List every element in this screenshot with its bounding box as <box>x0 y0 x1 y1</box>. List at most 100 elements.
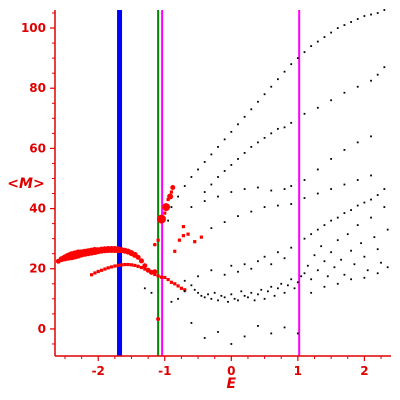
data-point <box>170 300 173 303</box>
data-point <box>138 258 144 264</box>
data-point <box>116 263 120 268</box>
data-point <box>217 299 219 302</box>
data-point <box>350 209 352 211</box>
data-point <box>217 195 219 198</box>
data-point <box>283 257 286 260</box>
data-point <box>330 251 333 254</box>
data-point <box>370 198 372 201</box>
data-point <box>143 287 146 290</box>
data-point <box>290 278 293 281</box>
data-point <box>183 185 186 187</box>
data-point <box>210 227 213 230</box>
data-point <box>197 291 199 294</box>
data-point <box>210 269 213 272</box>
data-point <box>163 275 167 280</box>
data-point <box>363 201 366 204</box>
x-tick-label: -2 <box>92 364 105 378</box>
data-point <box>363 255 366 258</box>
data-point <box>170 185 176 191</box>
data-point <box>323 285 326 288</box>
data-point <box>283 326 286 329</box>
data-point <box>350 249 352 252</box>
data-point <box>162 203 171 212</box>
data-point <box>203 337 206 339</box>
data-point <box>326 275 329 278</box>
data-point <box>153 272 157 277</box>
data-point <box>306 264 309 267</box>
data-point <box>113 264 117 268</box>
data-point <box>263 206 266 208</box>
data-point <box>383 9 386 11</box>
data-point <box>207 293 209 296</box>
data-point <box>383 206 386 208</box>
y-axis-ticks: 0 20 40 60 80 100 <box>21 12 55 345</box>
data-point <box>283 188 286 190</box>
data-point <box>237 123 239 126</box>
data-point <box>203 161 206 163</box>
data-point <box>217 331 219 333</box>
data-point <box>386 266 389 269</box>
y-tick-label: 40 <box>29 202 46 216</box>
data-point <box>257 293 259 296</box>
data-point <box>227 300 229 303</box>
data-point <box>176 284 180 288</box>
data-point <box>230 264 233 267</box>
data-point <box>370 216 372 219</box>
data-point <box>179 286 184 290</box>
data-point <box>173 249 177 253</box>
data-point <box>230 343 233 345</box>
data-point <box>230 164 233 166</box>
data-point <box>150 291 153 294</box>
data-point <box>223 296 226 299</box>
data-point <box>200 294 203 297</box>
data-point <box>283 291 286 294</box>
data-point <box>356 224 359 227</box>
data-point <box>177 297 179 300</box>
data-point <box>243 335 246 338</box>
data-point <box>223 221 226 224</box>
data-point <box>270 332 273 335</box>
data-point <box>136 264 140 268</box>
data-point <box>336 239 339 242</box>
data-point <box>156 316 161 321</box>
data-point <box>213 291 216 294</box>
data-point <box>363 15 366 17</box>
data-point <box>233 297 236 300</box>
data-point <box>243 188 246 190</box>
y-tick-label: 80 <box>29 81 46 95</box>
data-point <box>220 294 223 297</box>
data-point <box>303 197 306 199</box>
data-point <box>380 261 382 264</box>
data-point <box>303 112 306 115</box>
data-point <box>376 248 379 251</box>
data-point <box>197 168 199 171</box>
data-point <box>250 145 253 148</box>
series-black-dots <box>143 9 389 345</box>
data-point <box>119 263 124 267</box>
data-point <box>139 265 144 270</box>
data-point <box>270 285 273 288</box>
data-point <box>290 246 293 249</box>
data-point <box>343 212 346 214</box>
data-point <box>237 158 239 160</box>
data-point <box>149 271 154 275</box>
data-point <box>240 290 243 293</box>
data-point <box>343 149 346 151</box>
data-point <box>170 206 173 208</box>
data-point <box>190 176 193 178</box>
data-point <box>376 194 379 196</box>
data-point <box>370 174 372 177</box>
x-tick-label: 2 <box>360 364 368 378</box>
data-point <box>257 260 259 263</box>
data-point <box>340 258 342 261</box>
data-point <box>376 73 379 76</box>
data-point <box>296 57 299 60</box>
data-point <box>296 281 299 284</box>
data-point <box>323 224 326 227</box>
data-point <box>310 45 313 48</box>
data-point <box>133 263 137 268</box>
data-point <box>177 195 179 198</box>
data-point <box>183 288 187 292</box>
data-point <box>250 291 253 294</box>
